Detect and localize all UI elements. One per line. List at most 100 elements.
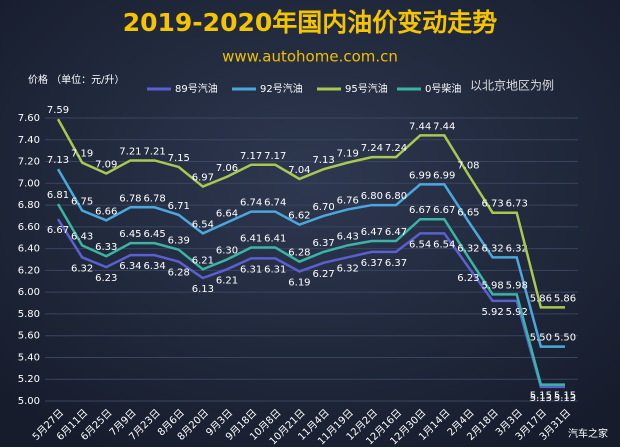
data-label: 7.59 xyxy=(47,105,69,116)
y-tick-label: 7.00 xyxy=(18,178,40,189)
y-tick-label: 7.60 xyxy=(18,113,40,124)
y-axis-label: 价格 （单位：元/升） xyxy=(28,73,125,86)
data-label: 6.99 xyxy=(433,170,455,181)
data-label: 6.21 xyxy=(192,255,214,266)
data-label: 5.92 xyxy=(506,307,528,318)
data-label: 6.30 xyxy=(216,246,238,257)
data-label: 6.97 xyxy=(192,173,214,184)
data-label: 6.37 xyxy=(312,238,334,249)
data-label: 5.15 xyxy=(530,391,552,402)
data-label: 6.47 xyxy=(361,227,383,238)
y-tick-label: 6.60 xyxy=(18,222,40,233)
data-label: 6.43 xyxy=(71,231,93,242)
watermark: 汽车之家 xyxy=(568,427,608,440)
data-label: 6.71 xyxy=(168,201,190,212)
data-label: 7.15 xyxy=(168,153,190,164)
data-label: 7.17 xyxy=(240,151,262,162)
data-label: 5.86 xyxy=(530,293,552,304)
data-label: 6.47 xyxy=(385,227,407,238)
data-label: 6.76 xyxy=(337,195,359,206)
data-label: 6.73 xyxy=(506,199,528,210)
data-label: 6.81 xyxy=(47,190,69,201)
data-label: 6.33 xyxy=(95,242,117,253)
y-tick-label: 7.40 xyxy=(18,135,40,146)
data-label: 6.28 xyxy=(288,248,310,259)
data-label: 7.04 xyxy=(288,165,310,176)
data-label: 7.21 xyxy=(143,146,165,157)
y-tick-label: 6.40 xyxy=(18,244,40,255)
series-line xyxy=(56,218,565,389)
data-label: 6.45 xyxy=(119,229,141,240)
data-label: 7.06 xyxy=(216,163,238,174)
data-label: 7.13 xyxy=(312,155,334,166)
data-label: 6.32 xyxy=(457,243,479,254)
data-label: 7.08 xyxy=(457,161,479,172)
data-label: 6.78 xyxy=(119,193,141,204)
data-label: 6.74 xyxy=(264,198,286,209)
data-label: 6.75 xyxy=(71,197,93,208)
data-label: 7.44 xyxy=(409,121,431,132)
data-label: 6.32 xyxy=(481,243,503,254)
data-label: 7.44 xyxy=(433,121,455,132)
data-label: 6.39 xyxy=(168,236,190,247)
data-label: 5.98 xyxy=(506,280,528,291)
data-label: 5.13 xyxy=(554,393,576,404)
data-label: 6.21 xyxy=(216,275,238,286)
data-label: 5.98 xyxy=(481,280,503,291)
data-label: 6.73 xyxy=(481,199,503,210)
data-label: 7.19 xyxy=(71,149,93,160)
legend-label: 89号汽油 xyxy=(175,82,218,95)
y-tick-label: 5.60 xyxy=(18,331,40,342)
data-label: 6.80 xyxy=(385,191,407,202)
data-label: 7.24 xyxy=(361,143,383,154)
data-label: 7.21 xyxy=(119,146,141,157)
data-label: 5.86 xyxy=(554,293,576,304)
data-label: 6.54 xyxy=(409,239,431,250)
legend-label: 95号汽油 xyxy=(345,82,388,95)
data-label: 5.13 xyxy=(530,393,552,404)
data-label: 6.41 xyxy=(264,234,286,245)
data-label: 6.23 xyxy=(95,273,117,284)
y-tick-label: 6.00 xyxy=(18,287,40,298)
data-label: 6.54 xyxy=(433,239,455,250)
data-label: 6.67 xyxy=(433,205,455,216)
data-label: 6.13 xyxy=(192,284,214,295)
y-tick-label: 6.20 xyxy=(18,265,40,276)
data-label: 6.45 xyxy=(143,229,165,240)
data-label: 6.19 xyxy=(288,277,310,288)
data-label: 6.41 xyxy=(240,234,262,245)
data-label: 6.78 xyxy=(143,193,165,204)
y-tick-label: 5.00 xyxy=(18,396,40,407)
data-label: 6.70 xyxy=(312,202,334,213)
data-label: 6.32 xyxy=(506,243,528,254)
data-label: 7.17 xyxy=(264,151,286,162)
data-label: 6.65 xyxy=(457,207,479,218)
data-label: 6.80 xyxy=(361,191,383,202)
chart-title: 2019-2020年国内油价变动走势 xyxy=(123,8,498,37)
subtitle: www.autohome.com.cn xyxy=(222,48,398,66)
data-label: 6.66 xyxy=(95,206,117,217)
data-label: 6.32 xyxy=(337,263,359,274)
y-tick-label: 6.80 xyxy=(18,200,40,211)
data-label: 6.54 xyxy=(192,219,214,230)
series-line xyxy=(56,203,565,386)
y-tick-label: 5.20 xyxy=(18,374,40,385)
data-label: 6.27 xyxy=(312,269,334,280)
y-tick-label: 5.40 xyxy=(18,352,40,363)
data-label: 6.37 xyxy=(361,258,383,269)
data-label: 6.74 xyxy=(240,198,262,209)
data-label: 6.34 xyxy=(143,261,165,272)
data-label: 6.64 xyxy=(216,208,238,219)
data-label: 6.23 xyxy=(457,273,479,284)
legend-label: 0号柴油 xyxy=(425,82,461,95)
data-label: 6.67 xyxy=(47,225,69,236)
data-label: 6.99 xyxy=(409,170,431,181)
y-tick-label: 5.80 xyxy=(18,309,40,320)
data-label: 6.32 xyxy=(71,263,93,274)
data-label: 7.13 xyxy=(47,155,69,166)
data-label: 5.15 xyxy=(554,391,576,402)
series-line xyxy=(56,168,565,348)
annotation: 以北京地区为例 xyxy=(470,79,554,93)
data-label: 6.28 xyxy=(168,268,190,279)
